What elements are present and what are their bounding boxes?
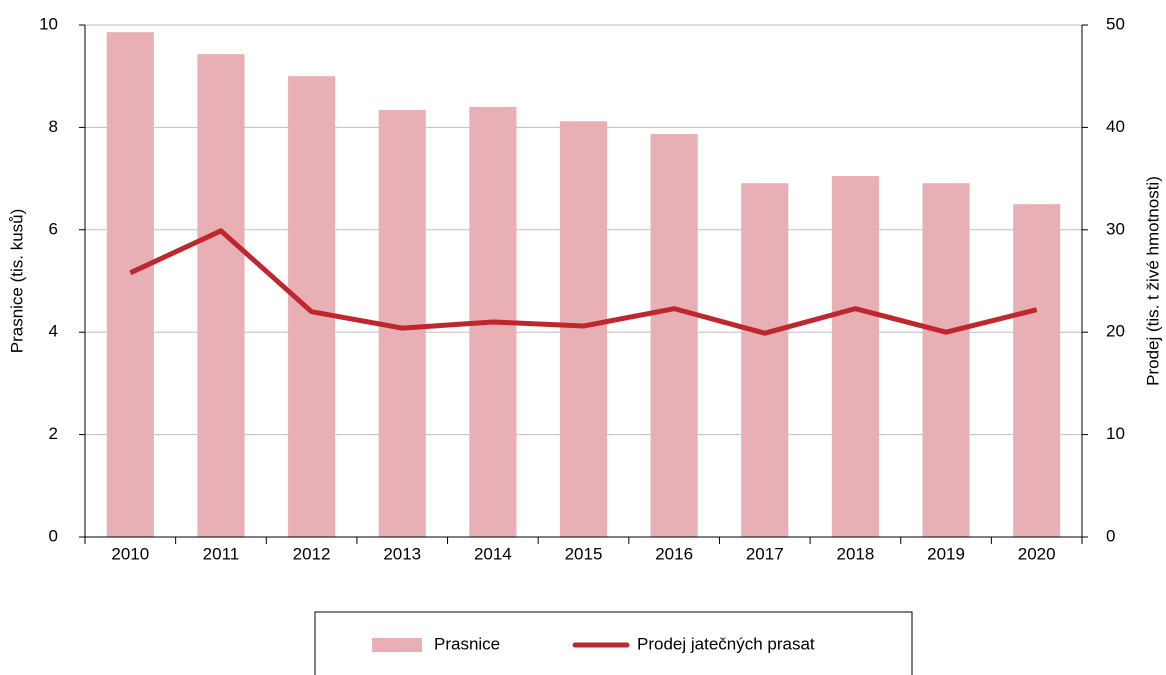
bar	[741, 183, 789, 537]
legend-swatch	[372, 638, 422, 652]
bar	[1013, 204, 1061, 537]
legend-label: Prodej jatečných prasat	[637, 634, 815, 653]
bar	[650, 134, 698, 537]
y2-tick-label: 20	[1106, 322, 1125, 341]
y-tick-label: 6	[49, 219, 58, 238]
y-tick-label: 2	[49, 424, 58, 443]
y-tick-label: 4	[49, 322, 58, 341]
legend-label: Prasnice	[434, 634, 500, 653]
y2-tick-label: 10	[1106, 424, 1125, 443]
y-tick-label: 8	[49, 117, 58, 136]
bar	[922, 183, 970, 537]
line	[129, 228, 1038, 336]
x-tick-label: 2020	[1018, 544, 1056, 563]
y2-axis-label: Prodej (tis. t živé hmotnosti)	[1143, 176, 1162, 386]
bar	[559, 121, 608, 538]
y2-tick-label: 0	[1106, 526, 1115, 545]
bar	[106, 32, 154, 537]
x-tick-label: 2016	[655, 544, 693, 563]
x-tick-label: 2015	[565, 544, 603, 563]
x-tick-label: 2014	[474, 544, 512, 563]
x-tick-label: 2010	[111, 544, 149, 563]
bar	[197, 54, 245, 538]
y-tick-label: 0	[49, 526, 58, 545]
y-tick-label: 10	[39, 14, 58, 33]
x-tick-label: 2019	[927, 544, 965, 563]
bar	[288, 76, 336, 537]
bar	[831, 176, 879, 538]
y2-tick-label: 40	[1106, 117, 1125, 136]
y-axis-label: Prasnice (tis. kusů)	[7, 209, 26, 354]
x-tick-label: 2018	[836, 544, 874, 563]
x-tick-label: 2012	[293, 544, 331, 563]
x-tick-label: 2013	[383, 544, 421, 563]
y2-tick-label: 30	[1106, 219, 1125, 238]
x-tick-label: 2017	[746, 544, 784, 563]
x-tick-label: 2011	[203, 544, 240, 563]
y2-tick-label: 50	[1106, 14, 1125, 33]
